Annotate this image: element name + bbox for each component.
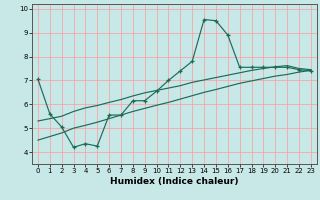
X-axis label: Humidex (Indice chaleur): Humidex (Indice chaleur): [110, 177, 239, 186]
